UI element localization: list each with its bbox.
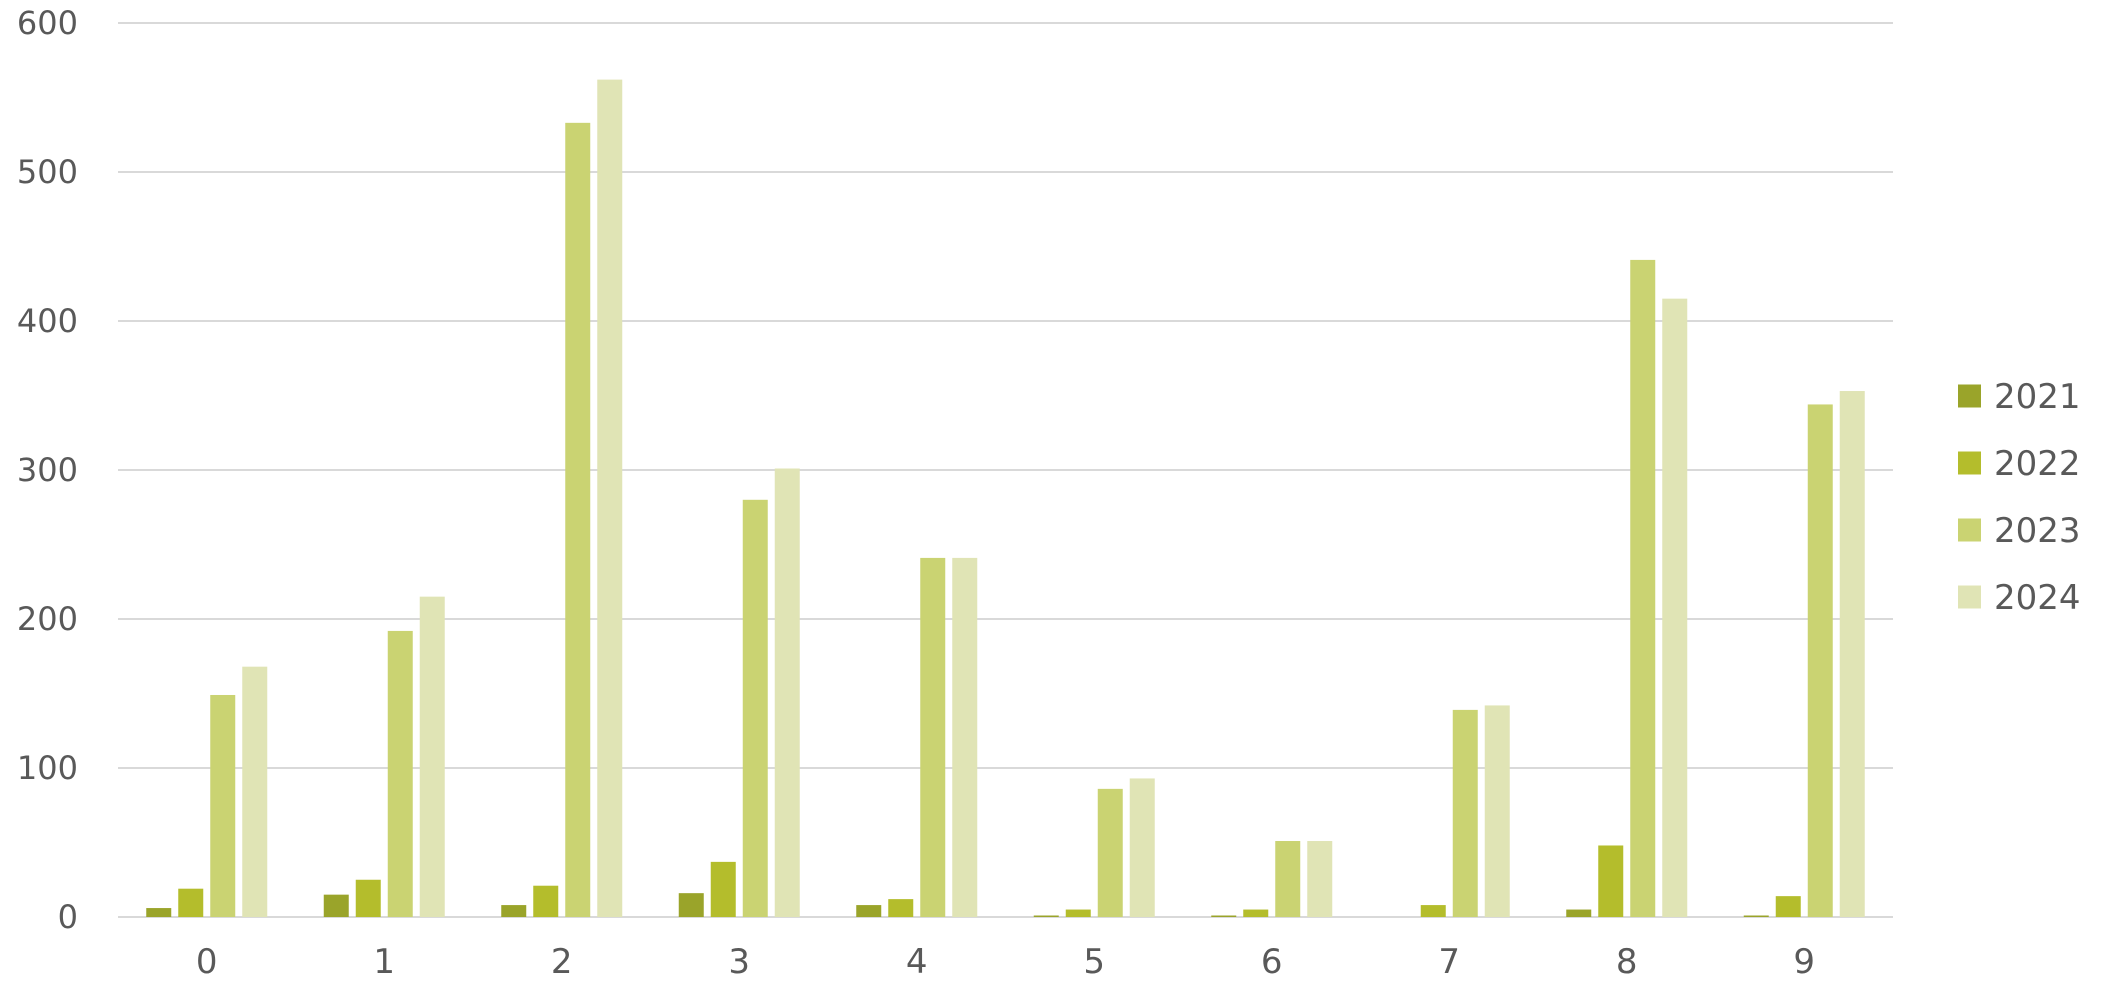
x-tick-label: 9 [1793,942,1815,982]
bar-2021-5 [1033,915,1059,917]
bar-2024-6 [1307,841,1333,917]
bar-2023-6 [1275,841,1301,917]
y-tick-label: 300 [17,451,78,489]
bar-2022-2 [533,885,559,917]
bar-2023-5 [1097,788,1123,917]
bar-2021-0 [146,908,172,917]
legend-item-2023: 2023 [1958,511,2081,551]
bar-2022-7 [1420,905,1446,917]
x-tick-label: 3 [728,942,750,982]
bar-2023-9 [1807,404,1833,917]
bar-2024-8 [1662,298,1688,917]
x-tick-label: 5 [1083,942,1105,982]
bar-2021-3 [678,893,704,917]
y-tick-label: 500 [17,153,78,191]
bars [146,79,1865,918]
bar-2023-1 [387,630,413,917]
bar-2022-0 [178,888,204,917]
bar-2022-5 [1065,909,1091,917]
legend-label: 2021 [1994,377,2081,417]
legend-item-2024: 2024 [1958,578,2081,618]
legend-label: 2022 [1994,444,2081,484]
bar-2024-3 [774,468,800,917]
y-tick-label: 100 [17,749,78,787]
legend-label: 2023 [1994,511,2081,551]
legend-item-2021: 2021 [1958,377,2081,417]
bar-2023-8 [1630,259,1656,917]
legend-swatch [1958,518,1981,542]
bar-2024-0 [242,666,268,917]
bar-2021-2 [501,905,527,917]
x-tick-label: 7 [1438,942,1460,982]
bar-2023-7 [1452,709,1478,917]
y-tick-label: 400 [17,302,78,340]
legend-item-2022: 2022 [1958,444,2081,484]
bar-2021-9 [1743,915,1769,917]
bar-2022-6 [1243,909,1269,917]
bar-2024-1 [419,596,445,917]
y-tick-label: 200 [17,600,78,638]
bar-2022-8 [1598,845,1624,917]
x-tick-label: 1 [373,942,395,982]
gridlines [118,22,1893,918]
bar-2024-4 [952,557,978,917]
y-axis-tick-labels: 0 100 200 300 400 500 600 [17,4,78,936]
x-axis-tick-labels: 0 1 2 3 4 5 6 7 8 9 [196,942,1815,982]
bar-2021-4 [856,905,882,917]
bar-2023-4 [920,557,946,917]
x-tick-label: 4 [906,942,928,982]
legend-swatch [1958,384,1981,408]
legend: 2021 2022 2023 2024 [1958,377,2081,618]
bar-2021-6 [1211,915,1237,917]
bar-2022-1 [355,879,381,917]
bar-2021-1 [323,894,349,917]
bar-2021-8 [1566,909,1592,917]
x-tick-label: 0 [196,942,218,982]
legend-swatch [1958,585,1981,609]
bar-2022-3 [710,861,736,917]
x-tick-label: 8 [1616,942,1638,982]
bar-2024-9 [1839,391,1865,917]
y-tick-label: 0 [58,898,78,936]
y-tick-label: 600 [17,4,78,42]
bar-2023-2 [565,122,591,917]
bar-2023-3 [742,499,768,917]
bar-2024-5 [1129,778,1155,917]
bar-2022-4 [888,899,914,917]
x-tick-label: 2 [551,942,573,982]
legend-label: 2024 [1994,578,2081,618]
bar-2023-0 [210,694,236,917]
bar-2024-2 [597,79,623,918]
bar-2024-7 [1484,705,1510,917]
legend-swatch [1958,451,1981,475]
x-tick-label: 6 [1261,942,1283,982]
bar-2022-9 [1775,896,1801,917]
